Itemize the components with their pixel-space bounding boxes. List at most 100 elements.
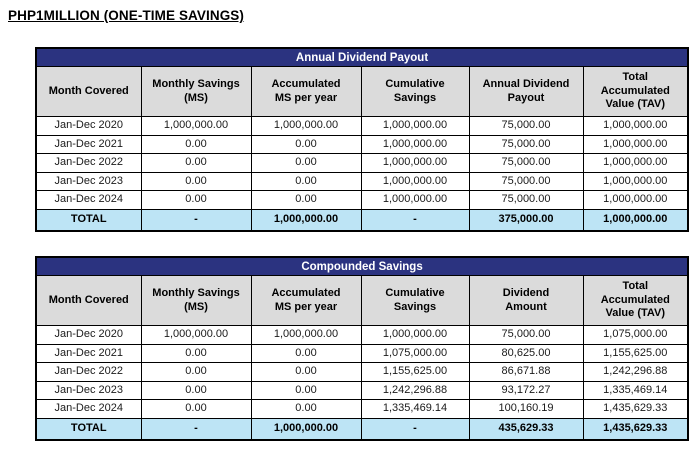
column-header: Month Covered [35,275,142,326]
total-cell: 375,000.00 [468,208,584,231]
table-cell: 0.00 [250,362,362,382]
row-label: Jan-Dec 2023 [35,171,142,191]
table-row: Jan-Dec 2021 0.00 0.00 1,000,000.00 75,000.0… [35,134,689,154]
row-label: Jan-Dec 2022 [35,362,142,382]
column-header-row: Month Covered Monthly Savings (MS) Accumul… [35,66,689,117]
table-cell: 0.00 [140,399,252,419]
table-cell: 86,671.88 [468,362,584,382]
compounded-savings-table: Compounded Savings Month Covered Monthly … [35,256,690,441]
column-header: Monthly Savings (MS) [140,66,252,117]
table-cell: 0.00 [140,171,252,191]
table-cell: 0.00 [250,399,362,419]
table-cell: 1,000,000.00 [360,116,470,136]
table-cell: 100,160.19 [468,399,584,419]
table-title: Annual Dividend Payout [35,47,689,67]
column-header: Dividend Amount [468,275,584,326]
table-cell: 1,000,000.00 [360,325,470,345]
table-cell: 0.00 [140,153,252,173]
table-cell: 93,172.27 [468,380,584,400]
table-row: Jan-Dec 2022 0.00 0.00 1,000,000.00 75,000.0… [35,153,689,173]
column-header: Total Accumulated Value (TAV) [582,275,689,326]
table-cell: 1,335,469.14 [582,380,689,400]
total-cell: 435,629.33 [468,417,584,440]
table-title-band: Annual Dividend Payout [35,47,689,67]
row-label: Jan-Dec 2021 [35,134,142,154]
total-cell: 1,435,629.33 [582,417,689,440]
table-cell: 1,075,000.00 [582,325,689,345]
row-label: Jan-Dec 2023 [35,380,142,400]
table-cell: 1,000,000.00 [360,153,470,173]
total-cell: - [140,417,252,440]
table-cell: 1,000,000.00 [140,325,252,345]
table-cell: 1,000,000.00 [360,171,470,191]
table-row: Jan-Dec 2020 1,000,000.00 1,000,000.00 1,00… [35,325,689,345]
annual-dividend-payout-table: Annual Dividend Payout Month Covered Mont… [35,47,690,232]
table-cell: 0.00 [250,153,362,173]
table-cell: 75,000.00 [468,171,584,191]
table-row: Jan-Dec 2020 1,000,000.00 1,000,000.00 1,00… [35,116,689,136]
table-cell: 1,075,000.00 [360,343,470,363]
table-cell: 1,000,000.00 [360,190,470,210]
table-cell: 0.00 [140,362,252,382]
table-title: Compounded Savings [35,256,689,276]
table-cell: 0.00 [140,343,252,363]
row-label: Jan-Dec 2020 [35,325,142,345]
table-cell: 75,000.00 [468,116,584,136]
table-cell: 75,000.00 [468,325,584,345]
table-cell: 1,000,000.00 [140,116,252,136]
total-label: TOTAL [35,417,142,440]
total-cell: 1,000,000.00 [582,208,689,231]
total-cell: - [360,417,470,440]
table-row: Jan-Dec 2023 0.00 0.00 1,000,000.00 75,000.0… [35,171,689,191]
table-row: Jan-Dec 2021 0.00 0.00 1,075,000.00 80,625.0… [35,343,689,363]
total-cell: - [140,208,252,231]
page-title: PHP1MILLION (ONE-TIME SAVINGS) [8,8,245,23]
table-cell: 1,155,625.00 [360,362,470,382]
table-cell: 0.00 [250,171,362,191]
table-row: Jan-Dec 2023 0.00 0.00 1,242,296.88 93,172.2… [35,380,689,400]
table-cell: 80,625.00 [468,343,584,363]
table-cell: 1,242,296.88 [360,380,470,400]
column-header: Accumulated MS per year [250,275,362,326]
column-header: Total Accumulated Value (TAV) [582,66,689,117]
table-cell: 1,000,000.00 [250,116,362,136]
table-row: Jan-Dec 2022 0.00 0.00 1,155,625.00 86,671.8… [35,362,689,382]
table-cell: 1,000,000.00 [582,190,689,210]
table-cell: 0.00 [140,134,252,154]
row-label: Jan-Dec 2024 [35,399,142,419]
table-cell: 1,000,000.00 [582,116,689,136]
total-cell: 1,000,000.00 [250,208,362,231]
table-cell: 75,000.00 [468,134,584,154]
table-cell: 0.00 [140,190,252,210]
row-label: Jan-Dec 2024 [35,190,142,210]
column-header: Cumulative Savings [360,66,470,117]
table-cell: 0.00 [250,380,362,400]
table-cell: 0.00 [250,134,362,154]
total-cell: 1,000,000.00 [250,417,362,440]
row-label: Jan-Dec 2020 [35,116,142,136]
table-cell: 1,000,000.00 [582,153,689,173]
table-cell: 0.00 [250,343,362,363]
total-row: TOTAL -1,000,000.00-435,629.33 1,435,629.3… [35,417,689,440]
table-cell: 1,155,625.00 [582,343,689,363]
table-cell: 1,000,000.00 [250,325,362,345]
row-label: Jan-Dec 2022 [35,153,142,173]
table-cell: 75,000.00 [468,153,584,173]
column-header: Annual Dividend Payout [468,66,584,117]
column-header: Accumulated MS per year [250,66,362,117]
table-cell: 0.00 [250,190,362,210]
table-row: Jan-Dec 2024 0.00 0.00 1,335,469.14 100,160.… [35,399,689,419]
column-header: Cumulative Savings [360,275,470,326]
table-cell: 1,000,000.00 [582,134,689,154]
table-title-band: Compounded Savings [35,256,689,276]
table-cell: 0.00 [140,380,252,400]
table-row: Jan-Dec 2024 0.00 0.00 1,000,000.00 75,000.0… [35,190,689,210]
column-header: Monthly Savings (MS) [140,275,252,326]
table-cell: 1,335,469.14 [360,399,470,419]
total-label: TOTAL [35,208,142,231]
table-cell: 75,000.00 [468,190,584,210]
column-header: Month Covered [35,66,142,117]
table-cell: 1,000,000.00 [582,171,689,191]
total-row: TOTAL -1,000,000.00-375,000.00 1,000,000.0… [35,208,689,231]
